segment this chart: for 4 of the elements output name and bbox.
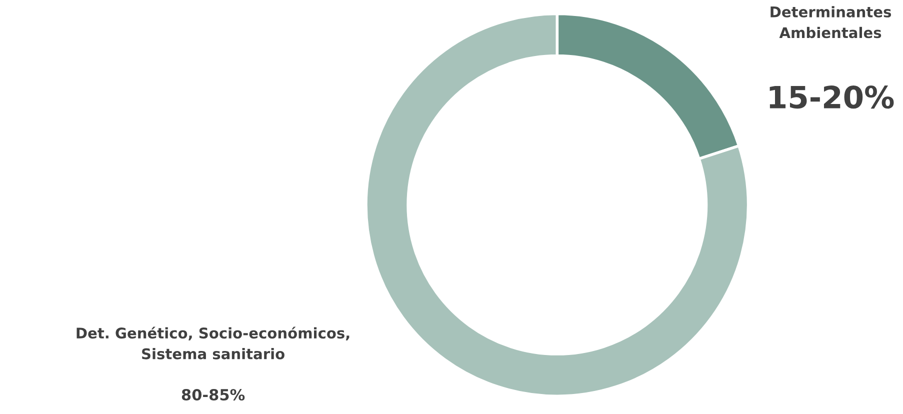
slice-label: Det. Genético, Socio-económicos, Sistema sanitario <box>76 326 350 360</box>
text: 80-85% <box>182 388 245 401</box>
slice-label: Determinantes Ambientales <box>770 6 892 38</box>
text: 15-20% <box>770 86 894 109</box>
